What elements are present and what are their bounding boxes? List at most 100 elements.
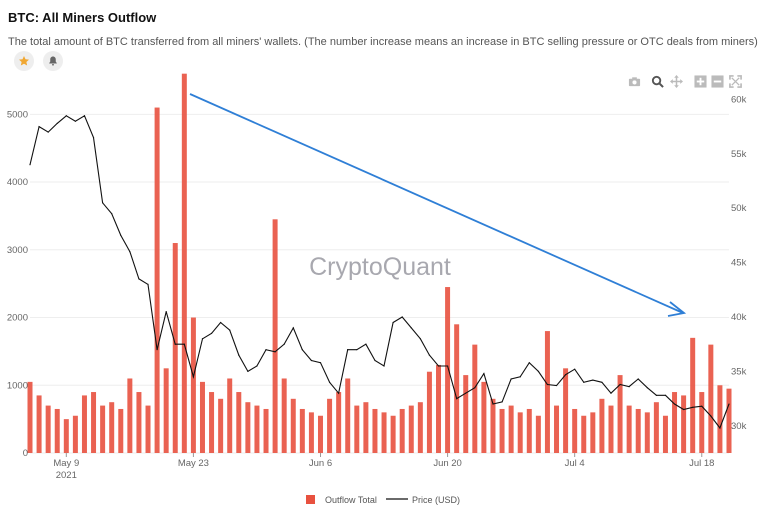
outflow-bar <box>154 107 160 453</box>
favorite-button[interactable] <box>14 51 34 71</box>
price-point <box>310 359 313 362</box>
price-point <box>292 327 294 329</box>
outflow-bar <box>481 381 487 453</box>
zoom-out-icon[interactable] <box>711 75 724 88</box>
price-point <box>111 213 113 215</box>
price-point <box>401 316 403 318</box>
price-point <box>664 394 667 396</box>
outflow-bar <box>436 364 442 453</box>
legend-outflow-swatch <box>306 495 315 504</box>
outflow-bar <box>354 405 360 453</box>
alert-button[interactable] <box>43 51 63 71</box>
y-right-tick-label: 35k <box>731 366 747 377</box>
price-point <box>174 343 176 345</box>
price-point <box>201 338 204 340</box>
legend: Outflow Total Price (USD) <box>306 495 460 505</box>
watermark-text: CryptoQuant <box>309 253 451 281</box>
outflow-bar <box>381 412 387 453</box>
y-right-tick-label: 60k <box>731 94 747 105</box>
price-point <box>338 392 340 394</box>
y-right-tick-label: 30k <box>731 421 747 432</box>
outflow-bar <box>272 219 278 453</box>
price-point <box>165 310 167 313</box>
outflow-bar <box>172 243 178 453</box>
price-point <box>29 164 31 166</box>
price-point <box>301 349 303 351</box>
price-point <box>319 362 322 364</box>
zoom-icon[interactable] <box>651 75 664 88</box>
outflow-bar <box>699 392 705 453</box>
price-point <box>47 131 49 133</box>
price-point <box>328 381 331 383</box>
price-point <box>719 427 721 429</box>
price-point <box>692 406 694 408</box>
page-title: BTC: All Miners Outflow <box>8 10 157 25</box>
legend-price-label: Price (USD) <box>412 495 460 505</box>
outflow-bar <box>644 412 650 453</box>
price-point <box>683 408 685 411</box>
y-left-tick-label: 5000 <box>7 109 28 120</box>
price-point <box>256 365 258 367</box>
outflow-bar <box>118 408 124 453</box>
outflow-bar <box>263 408 269 453</box>
outflow-bar <box>190 317 196 453</box>
outflow-bar <box>653 402 659 453</box>
price-point <box>374 359 376 362</box>
zoom-in-icon[interactable] <box>694 75 707 88</box>
price-point <box>564 374 567 376</box>
price-point <box>210 332 213 334</box>
price-point <box>183 343 185 345</box>
price-point <box>456 398 458 400</box>
outflow-bar <box>336 392 342 453</box>
price-point <box>474 387 476 389</box>
outflow-bar <box>499 408 505 453</box>
price-point <box>510 378 512 380</box>
outflow-bar <box>608 405 614 453</box>
outflow-bar <box>45 405 51 453</box>
outflow-bar <box>245 402 251 453</box>
price-point <box>501 401 503 403</box>
outflow-bar <box>681 395 687 453</box>
outflow-bar <box>63 419 69 453</box>
outflow-bar <box>281 378 287 453</box>
y-left-tick-label: 1000 <box>7 380 28 391</box>
outflow-bar <box>572 408 578 453</box>
outflow-bar <box>290 398 296 453</box>
price-point <box>92 136 95 139</box>
outflow-bar <box>599 398 605 453</box>
outflow-bar <box>218 398 224 453</box>
price-point <box>610 392 612 394</box>
outflow-bar <box>163 368 169 453</box>
y-left-tick-label: 4000 <box>7 177 28 188</box>
price-point <box>102 202 104 204</box>
camera-icon[interactable] <box>628 75 641 88</box>
price-point <box>419 338 421 340</box>
x-tick-label: May 23 <box>178 458 209 469</box>
outflow-bar <box>209 392 215 453</box>
axes: 0 1000 2000 3000 4000 5000 30k 35k 40k 45k 50k 55k 6… <box>7 94 747 481</box>
outflow-bar <box>91 392 97 453</box>
price-point <box>728 403 730 405</box>
price-point <box>65 115 67 117</box>
pan-icon[interactable] <box>670 75 683 88</box>
price-point <box>546 383 549 386</box>
price-point <box>138 278 140 280</box>
outflow-bar <box>181 73 187 453</box>
price-point <box>574 368 576 370</box>
price-point <box>347 349 349 351</box>
outflow-bar <box>390 415 396 453</box>
autoscale-icon[interactable] <box>729 75 742 88</box>
price-point <box>446 365 449 367</box>
price-point <box>220 321 222 324</box>
price-point <box>628 386 630 388</box>
watermark: CryptoQuant <box>309 253 451 281</box>
x-tick-label: Jun 20 <box>433 458 462 469</box>
y-right-tick-label: 45k <box>731 258 747 269</box>
price-point <box>120 234 122 237</box>
outflow-bar <box>345 378 351 453</box>
gridlines <box>30 113 729 454</box>
outflow-bar <box>254 405 260 453</box>
outflow-bar <box>199 381 205 453</box>
x-tick-label: Jul 18 <box>689 458 714 469</box>
price-point <box>156 349 158 351</box>
